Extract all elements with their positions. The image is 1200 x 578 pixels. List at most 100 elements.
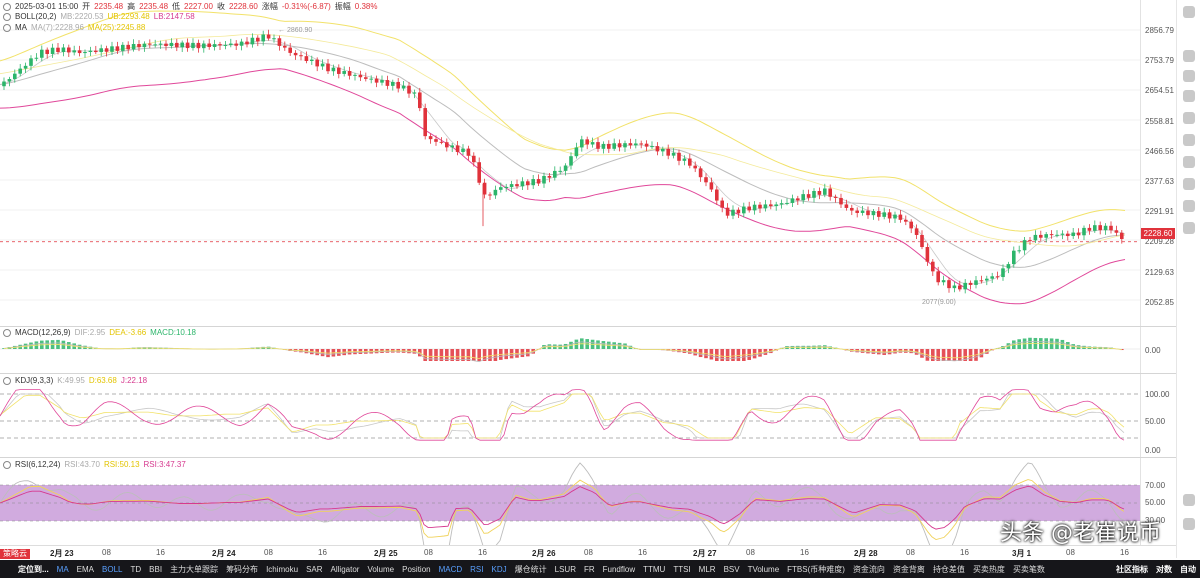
indicator-ma[interactable]: MA xyxy=(56,564,69,574)
candle-body xyxy=(715,189,719,201)
candle-body xyxy=(256,37,260,42)
candle-body xyxy=(725,207,730,216)
candle-body xyxy=(553,170,557,178)
indicator-ftbs-[interactable]: FTBS(币种难度) xyxy=(787,564,845,574)
indicator-bsv[interactable]: BSV xyxy=(723,564,740,574)
kdj-axis-label: 0.00 xyxy=(1145,446,1161,455)
candle-body xyxy=(844,204,849,208)
chart-type-icon[interactable] xyxy=(1183,494,1195,506)
fullscreen-icon[interactable] xyxy=(1183,70,1195,82)
candle-body xyxy=(364,77,368,79)
refresh-icon[interactable] xyxy=(1183,518,1195,530)
ruler-icon[interactable] xyxy=(1183,200,1195,212)
collapse-icon[interactable] xyxy=(3,2,11,11)
text-tool-icon[interactable] xyxy=(1183,178,1195,190)
indicator-volume[interactable]: Volume xyxy=(367,564,395,574)
rsi-chart[interactable] xyxy=(0,458,1140,545)
candle-body xyxy=(121,44,125,51)
layer-icon[interactable] xyxy=(1183,156,1195,168)
candle-body xyxy=(1049,234,1054,236)
boll-info[interactable]: BOLL(20,2) MB:2220.53 UB:2293.48 LB:2147… xyxy=(3,12,195,21)
pane-separator[interactable] xyxy=(0,457,1176,458)
indicator-rsi[interactable]: RSI xyxy=(470,564,484,574)
macd-axis-label: 0.00 xyxy=(1145,346,1161,355)
eye-icon[interactable] xyxy=(3,376,11,385)
log-scale-button[interactable]: 对数 xyxy=(1156,564,1172,574)
candlestick-chart[interactable]: ← 2860.90 2077(9.00) xyxy=(0,0,1140,326)
indicator-mlr[interactable]: MLR xyxy=(698,564,716,574)
kdj-info[interactable]: KDJ(9,3,3) K:49.95 D:63.68 J:22.18 xyxy=(3,376,147,385)
macd-info[interactable]: MACD(12,26,9) DIF:2.95 DEA:-3.66 MACD:10… xyxy=(3,328,196,337)
layout-icon[interactable] xyxy=(1183,90,1195,102)
indicator-boll[interactable]: BOLL xyxy=(102,564,123,574)
indicator-kdj[interactable]: KDJ xyxy=(491,564,507,574)
settings-icon[interactable] xyxy=(1183,6,1195,18)
boll-lb: LB:2147.58 xyxy=(153,12,195,21)
time-axis-label: 2月 27 xyxy=(693,549,717,558)
indicator-td[interactable]: TD xyxy=(130,564,142,574)
indicator-alligator[interactable]: Alligator xyxy=(330,564,360,574)
eye-icon[interactable] xyxy=(3,460,11,469)
candle-body xyxy=(218,44,222,46)
ma-label: MA xyxy=(15,23,27,32)
indicator-icon[interactable] xyxy=(1183,112,1195,124)
ma-info[interactable]: MA MA(7):2228.96 MA(25):2245.88 xyxy=(3,23,145,32)
macd-axis[interactable] xyxy=(1140,327,1177,373)
rsi-info[interactable]: RSI(6,12,24) RSI:43.70 RSI:50.13 RSI:3:4… xyxy=(3,460,186,469)
candle-body xyxy=(207,43,211,47)
indicator--[interactable]: 筹码分布 xyxy=(226,564,259,574)
time-axis-label: 08 xyxy=(424,548,433,557)
indicator--[interactable]: 买卖热度 xyxy=(972,564,1005,574)
eye-icon[interactable] xyxy=(3,328,11,337)
open-label: 开 xyxy=(82,2,91,11)
indicator-fr[interactable]: FR xyxy=(583,564,595,574)
indicator--[interactable]: 买卖笔数 xyxy=(1012,564,1045,574)
indicator--[interactable]: 爆仓统计 xyxy=(514,564,547,574)
macd-histogram-bar xyxy=(720,349,724,361)
indicator--[interactable]: 持仓差值 xyxy=(932,564,965,574)
indicator--[interactable]: 主力大单跟踪 xyxy=(170,564,219,574)
kdj-axis[interactable] xyxy=(1140,374,1177,457)
time-axis[interactable]: 2月 23 08 16 2月 24 08 16 2月 25 08 16 2月 26 08 16 2月 2… xyxy=(0,545,1176,559)
indicator-ttmu[interactable]: TTMU xyxy=(643,564,666,574)
indicator-sar[interactable]: SAR xyxy=(306,564,323,574)
drawing-tool-icon[interactable] xyxy=(1183,50,1195,62)
candle-body xyxy=(812,190,816,198)
time-axis-label: 16 xyxy=(318,548,327,557)
camera-icon[interactable] xyxy=(1183,134,1195,146)
indicator-bbi[interactable]: BBI xyxy=(149,564,163,574)
lock-icon[interactable] xyxy=(1183,222,1195,234)
indicator-lsur[interactable]: LSUR xyxy=(554,564,576,574)
watermark: 头条 @老崔说币 xyxy=(1000,521,1161,546)
candle-body xyxy=(607,143,611,149)
kdj-chart[interactable] xyxy=(0,374,1140,457)
indicator-ichimoku[interactable]: Ichimoku xyxy=(266,564,299,574)
indicator-fundflow[interactable]: Fundflow xyxy=(602,564,636,574)
indicator--[interactable]: 资金背离 xyxy=(892,564,925,574)
indicator-tvolume[interactable]: TVolume xyxy=(747,564,780,574)
candle-body xyxy=(261,34,265,42)
indicator-position[interactable]: Position xyxy=(402,564,431,574)
rsi-axis[interactable] xyxy=(1140,458,1177,545)
strategy-tag[interactable]: 策略云 xyxy=(0,549,30,559)
indicator-macd[interactable]: MACD xyxy=(438,564,463,574)
indicator-ema[interactable]: EMA xyxy=(76,564,95,574)
time-axis-label: 08 xyxy=(264,548,273,557)
indicator-ttsi[interactable]: TTSI xyxy=(673,564,691,574)
auto-scale-button[interactable]: 自动 xyxy=(1180,564,1196,574)
macd-chart[interactable] xyxy=(0,327,1140,373)
pane-separator[interactable] xyxy=(0,373,1176,374)
indicator--[interactable]: 资金流向 xyxy=(852,564,885,574)
candle-body xyxy=(56,47,60,53)
locate-button[interactable]: 定位到... xyxy=(18,564,49,574)
candle-body xyxy=(347,71,352,76)
candle-body xyxy=(693,165,697,169)
price-axis[interactable] xyxy=(1140,0,1177,326)
pane-separator[interactable] xyxy=(0,326,1176,327)
community-indicator-button[interactable]: 社区指标 xyxy=(1116,564,1148,574)
price-axis-label: 2291.91 xyxy=(1145,207,1174,216)
candle-body xyxy=(104,48,109,52)
candle-body xyxy=(418,92,422,109)
eye-icon[interactable] xyxy=(3,12,11,21)
eye-icon[interactable] xyxy=(3,23,11,32)
